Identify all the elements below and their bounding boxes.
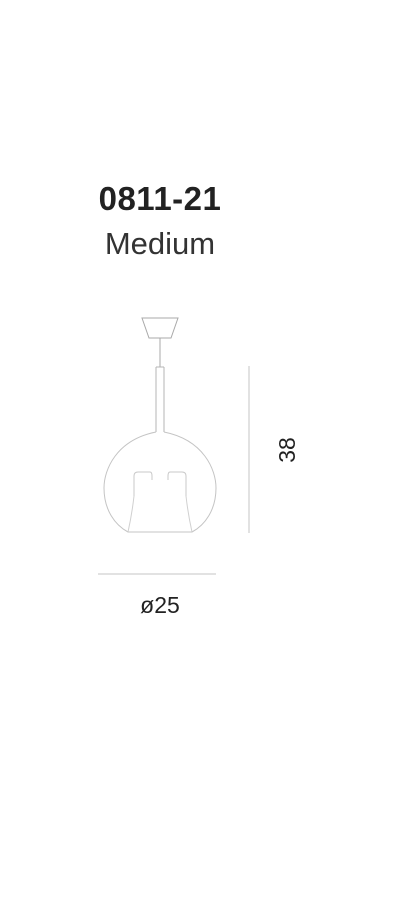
lamp-neck [155, 366, 165, 432]
model-code: 0811-21 [98, 180, 222, 217]
inner-holder [133, 471, 187, 496]
width-dimension-label: ø25 [140, 592, 180, 618]
glass-globe [103, 431, 217, 533]
inner-globe-base [127, 495, 193, 533]
height-dimension-label: 38 [274, 437, 300, 463]
ceiling-canopy [141, 317, 179, 339]
model-size: Medium [104, 226, 216, 261]
